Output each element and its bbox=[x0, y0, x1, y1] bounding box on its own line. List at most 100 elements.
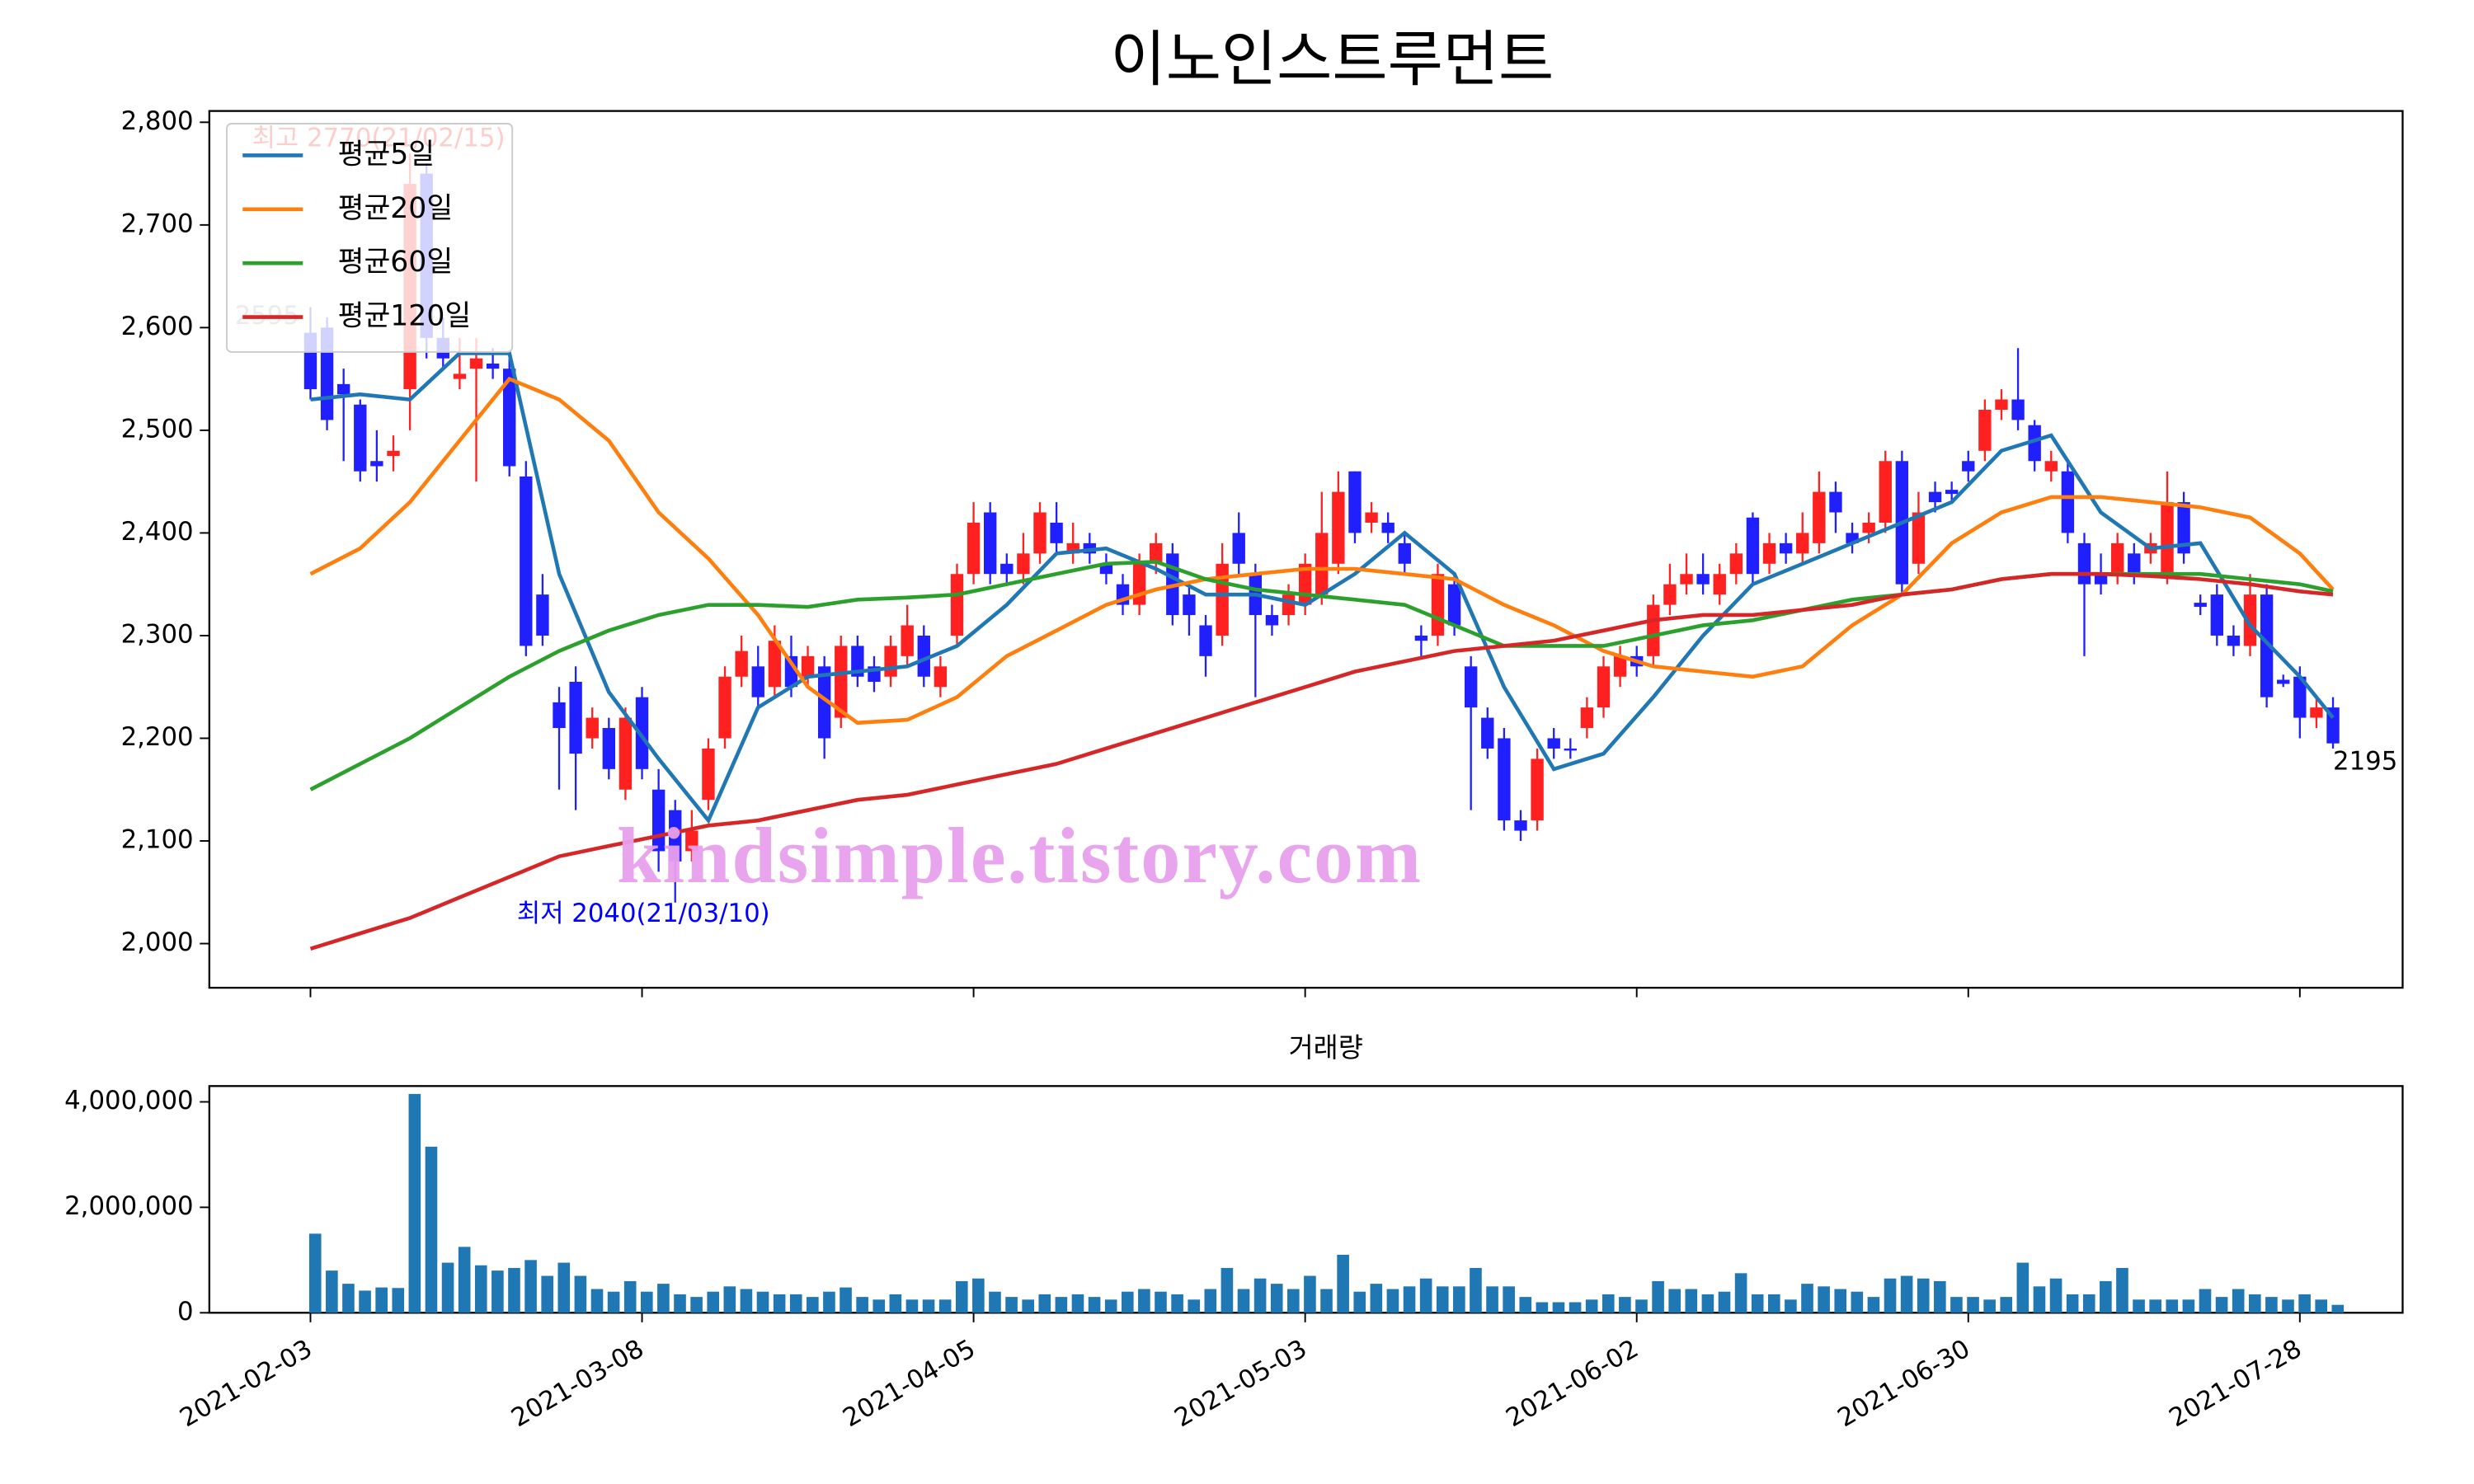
volume-bar bbox=[2248, 1294, 2261, 1313]
candle-body bbox=[984, 512, 997, 575]
candle-body bbox=[635, 697, 649, 769]
candle-body bbox=[934, 666, 948, 688]
candle-body bbox=[1150, 542, 1163, 564]
candle-body bbox=[2310, 707, 2323, 718]
volume-bar bbox=[1121, 1291, 1134, 1313]
volume-bar bbox=[1818, 1286, 1830, 1313]
candle-body bbox=[1348, 471, 1362, 533]
volume-bar bbox=[2000, 1297, 2013, 1313]
volume-bar bbox=[1453, 1286, 1465, 1313]
volume-bar bbox=[1585, 1299, 1598, 1313]
volume-bar bbox=[1934, 1280, 1946, 1313]
volume-bar bbox=[1005, 1297, 1018, 1313]
volume-bar bbox=[1917, 1278, 1930, 1313]
legend-label: 평균120일 bbox=[338, 300, 472, 333]
candle-body bbox=[2161, 502, 2174, 575]
candle-body bbox=[1696, 574, 1710, 585]
volume-bar bbox=[425, 1146, 438, 1313]
volume-bar bbox=[574, 1275, 587, 1313]
volume-bar bbox=[308, 1233, 322, 1313]
y-tick-label: 0 bbox=[177, 1297, 194, 1327]
volume-bar bbox=[1734, 1273, 1747, 1313]
candle-body bbox=[1978, 409, 1992, 451]
y-tick-label: 2,800 bbox=[121, 106, 194, 136]
candle-body bbox=[1613, 655, 1627, 677]
volume-bar bbox=[623, 1280, 637, 1313]
candle-body bbox=[1779, 542, 1793, 554]
volume-bar bbox=[1370, 1284, 1383, 1313]
candle-body bbox=[1017, 553, 1030, 575]
y-tick-label: 2,000,000 bbox=[64, 1191, 194, 1221]
moving-average-line bbox=[309, 376, 2335, 726]
volume-bar bbox=[740, 1289, 753, 1313]
volume-bar bbox=[1221, 1267, 1234, 1313]
candle-body bbox=[1398, 542, 1411, 564]
volume-bar bbox=[607, 1291, 620, 1313]
volume-bar bbox=[1851, 1291, 1864, 1313]
volume-bar bbox=[492, 1270, 504, 1313]
candle-body bbox=[1746, 517, 1760, 575]
volume-title: 거래량 bbox=[1289, 1032, 1363, 1064]
candle-body bbox=[1928, 491, 1942, 503]
volume-bar bbox=[674, 1294, 686, 1313]
volume-bar bbox=[640, 1291, 653, 1313]
y-tick-label: 2,200 bbox=[121, 722, 194, 752]
volume-bar bbox=[590, 1289, 604, 1313]
candle-body bbox=[1365, 512, 1378, 523]
candle-body bbox=[1498, 738, 1511, 821]
candle-body bbox=[1315, 533, 1329, 595]
volume-bar bbox=[905, 1299, 919, 1313]
volume-bar bbox=[807, 1297, 819, 1313]
volume-bar bbox=[1204, 1289, 1217, 1313]
volume-bar bbox=[1353, 1291, 1366, 1313]
candle-body bbox=[503, 369, 516, 467]
volume-bar bbox=[657, 1284, 670, 1313]
volume-bar bbox=[723, 1286, 736, 1313]
volume-bar bbox=[840, 1287, 852, 1313]
price-frame bbox=[208, 110, 2404, 989]
last-price-label: 2195 bbox=[2333, 747, 2397, 777]
volume-bar bbox=[359, 1290, 371, 1313]
candle-body bbox=[1796, 533, 1809, 554]
volume-bar bbox=[1022, 1299, 1034, 1313]
candle-body bbox=[553, 702, 566, 729]
volume-bar bbox=[789, 1294, 802, 1313]
volume-bar bbox=[2182, 1299, 2195, 1313]
candle-body bbox=[2210, 594, 2224, 636]
candle-body bbox=[520, 476, 533, 646]
candle-body bbox=[2227, 635, 2241, 646]
candle-body bbox=[967, 522, 981, 575]
volume-bar bbox=[1337, 1254, 1349, 1313]
candle-body bbox=[387, 450, 400, 457]
y-tick-label: 2,600 bbox=[121, 312, 194, 341]
candle-body bbox=[1183, 594, 1196, 616]
candle-body bbox=[618, 717, 633, 790]
candle-body bbox=[801, 655, 815, 677]
volume-bar bbox=[1419, 1278, 1432, 1313]
legend-label: 평균60일 bbox=[338, 246, 454, 279]
chart-title: 이노인스트루먼트 bbox=[1111, 25, 1554, 95]
candle-body bbox=[718, 676, 731, 739]
volume-bar bbox=[690, 1297, 703, 1313]
candle-body bbox=[2061, 471, 2075, 533]
volume-bar bbox=[1619, 1297, 1631, 1313]
volume-bar bbox=[2166, 1299, 2179, 1313]
candle-body bbox=[2293, 676, 2307, 718]
volume-bar bbox=[1237, 1289, 1250, 1313]
volume-bar bbox=[1038, 1294, 1051, 1313]
volume-bar bbox=[1884, 1278, 1897, 1313]
candle-body bbox=[586, 717, 599, 739]
candle-body bbox=[1431, 574, 1445, 636]
candle-body bbox=[851, 646, 864, 677]
legend-label: 평균20일 bbox=[338, 192, 454, 225]
legend-label: 평균5일 bbox=[338, 138, 435, 171]
candle-body bbox=[2077, 542, 2091, 585]
candle-body bbox=[1962, 461, 1975, 472]
candle-body bbox=[1879, 461, 1892, 523]
candle-body bbox=[1481, 717, 1494, 749]
candle-body bbox=[453, 373, 467, 379]
candle-body bbox=[950, 574, 964, 636]
volume-bar bbox=[1253, 1278, 1267, 1313]
candle-body bbox=[1829, 491, 1842, 513]
